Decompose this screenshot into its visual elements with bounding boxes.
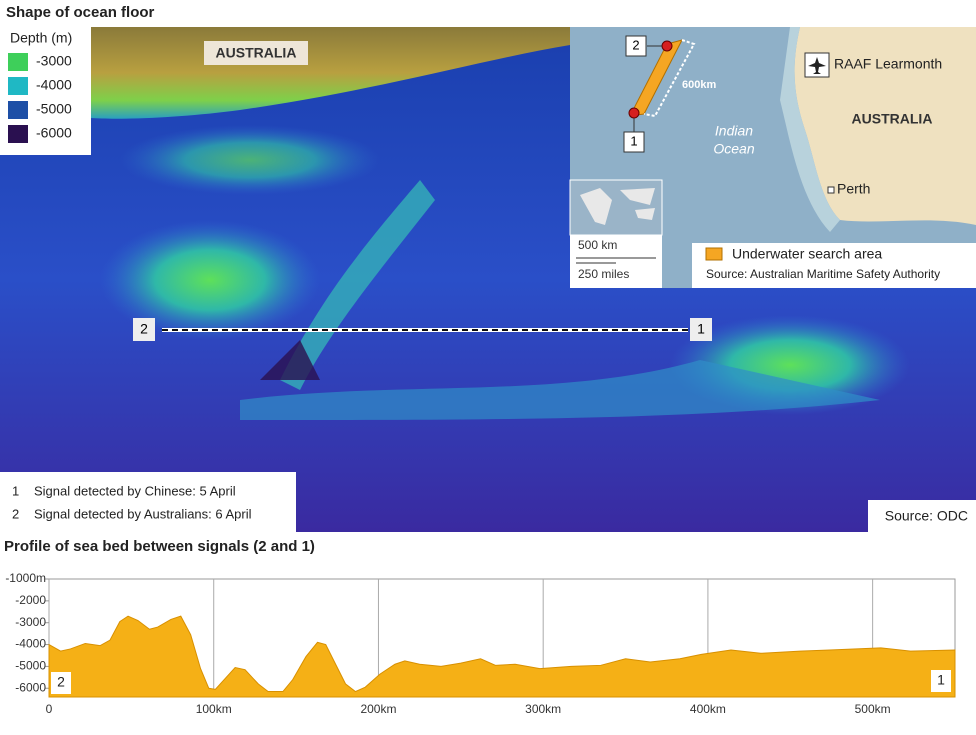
- note-text: Signal detected by Australians: 6 April: [34, 506, 252, 521]
- legend-label: -6000: [36, 125, 72, 141]
- y-tick-label: -5000: [15, 659, 46, 673]
- legend-label: -3000: [36, 53, 72, 69]
- scale-label: 500 km: [578, 238, 617, 252]
- x-tick-label: 500km: [855, 702, 891, 716]
- legend-swatch: [8, 101, 28, 119]
- marker-label: 2: [140, 321, 148, 337]
- marker-box: [690, 318, 712, 341]
- y-tick-label: -3000: [15, 615, 46, 629]
- profile-chart: 0 100km 200km 300km 400km 500km -1000m -2000 -30…: [5, 571, 956, 716]
- note-text: Signal detected by Chinese: 5 April: [34, 483, 236, 498]
- note-number: 2: [12, 506, 19, 521]
- y-tick-label: -1000m: [5, 571, 46, 585]
- inset-marker-box: [623, 131, 645, 153]
- legend-label: -4000: [36, 77, 72, 93]
- inset-source: Source: Australian Maritime Safety Autho…: [706, 267, 940, 281]
- inset-airbase: RAAF Learmonth: [834, 56, 942, 72]
- legend: -3000 -4000 -5000 -6000: [8, 53, 72, 143]
- note-number: 1: [12, 483, 19, 498]
- scale-label: 250 miles: [578, 267, 629, 281]
- credit: Source: ODC: [885, 508, 968, 524]
- page-title: Shape of ocean floor: [6, 4, 155, 21]
- legend-swatch: [8, 77, 28, 95]
- inset-marker-box: [625, 35, 647, 57]
- marker-label: 1: [697, 321, 705, 337]
- x-tick-label: 300km: [525, 702, 561, 716]
- marker-box: [133, 318, 155, 341]
- map-label: AUSTRALIA: [216, 45, 297, 61]
- legend-swatch: [8, 53, 28, 71]
- y-tick-label: -4000: [15, 637, 46, 651]
- inset-ocean: Indian: [715, 123, 753, 139]
- end-label: 2: [57, 674, 65, 690]
- end-label-box: [931, 670, 951, 692]
- inset-distance: 600km: [682, 79, 716, 91]
- key-swatch: [705, 247, 723, 261]
- key-label: Underwater search area: [732, 246, 882, 262]
- x-tick-label: 200km: [360, 702, 396, 716]
- notes-box: [0, 472, 296, 532]
- inset-country: AUSTRALIA: [852, 111, 933, 127]
- city-dot: [827, 186, 835, 194]
- x-tick-label: 400km: [690, 702, 726, 716]
- legend-swatch: [8, 125, 28, 143]
- profile-area: [48, 615, 956, 698]
- map-label-box: [204, 41, 308, 65]
- key-box: [692, 243, 976, 288]
- inset-city: Perth: [837, 181, 870, 197]
- legend-label: -5000: [36, 101, 72, 117]
- y-tick-label: -6000: [15, 680, 46, 694]
- scale-box: [570, 235, 662, 288]
- world-land: [580, 188, 655, 225]
- chart-title: Profile of sea bed between signals (2 an…: [4, 538, 315, 555]
- inset-ocean: Ocean: [713, 141, 754, 157]
- credit-box: [868, 500, 976, 532]
- x-tick-label: 100km: [196, 702, 232, 716]
- end-label: 1: [937, 672, 945, 688]
- inset-marker: 2: [632, 37, 639, 52]
- inset-marker: 1: [630, 133, 637, 148]
- world-locator: [569, 179, 663, 236]
- y-tick-label: -2000: [15, 593, 46, 607]
- plane-icon: [808, 57, 826, 74]
- end-label-box: [51, 672, 71, 694]
- legend-title: Depth (m): [10, 30, 72, 46]
- x-tick-label: 0: [46, 702, 53, 716]
